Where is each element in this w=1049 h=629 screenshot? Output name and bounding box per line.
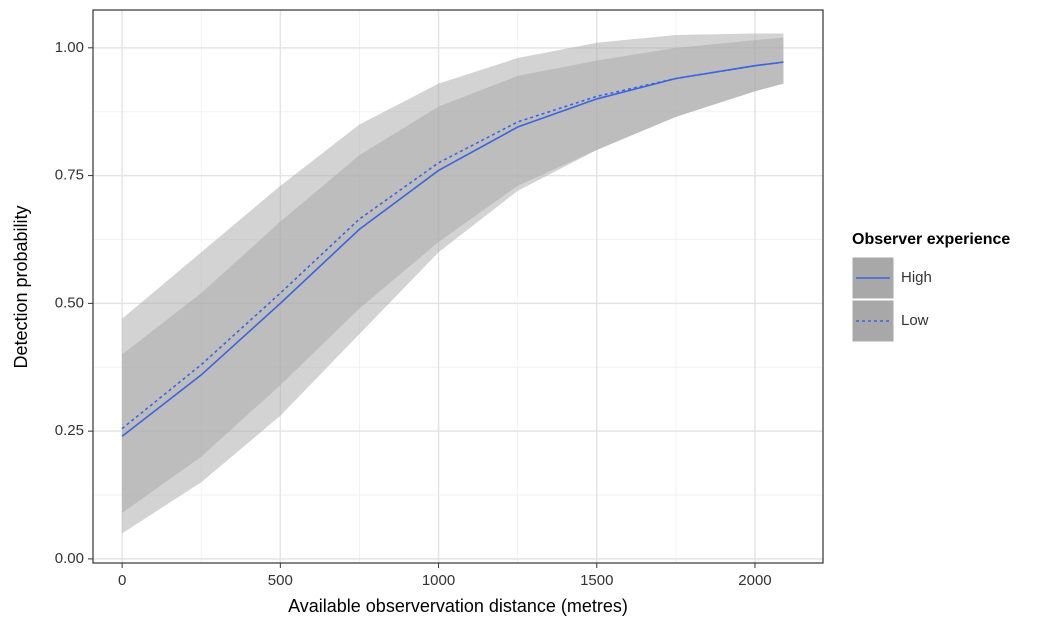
x-tick-label: 1000 [422,572,455,589]
confidence-band [122,33,784,534]
line [121,61,784,437]
legend-title: Observer experience [852,231,1010,248]
legend-label: High [901,269,932,286]
y-axis-title: Detection probability [11,205,31,368]
legend-label: Low [901,312,929,329]
plot-border [92,9,824,564]
x-tick-label: 2000 [738,572,771,589]
x-tick-label: 500 [268,572,293,589]
x-tick-label: 0 [118,572,126,589]
x-axis-title: Available observervation distance (metre… [288,596,628,616]
y-tick-label: 0.25 [55,422,84,439]
y-tick-label: 0.75 [55,167,84,184]
x-tick-label: 1500 [580,572,613,589]
y-tick-label: 0.50 [55,294,84,311]
y-tick-label: 1.00 [55,39,84,56]
line [121,61,784,430]
y-tick-label: 0.00 [55,550,84,567]
